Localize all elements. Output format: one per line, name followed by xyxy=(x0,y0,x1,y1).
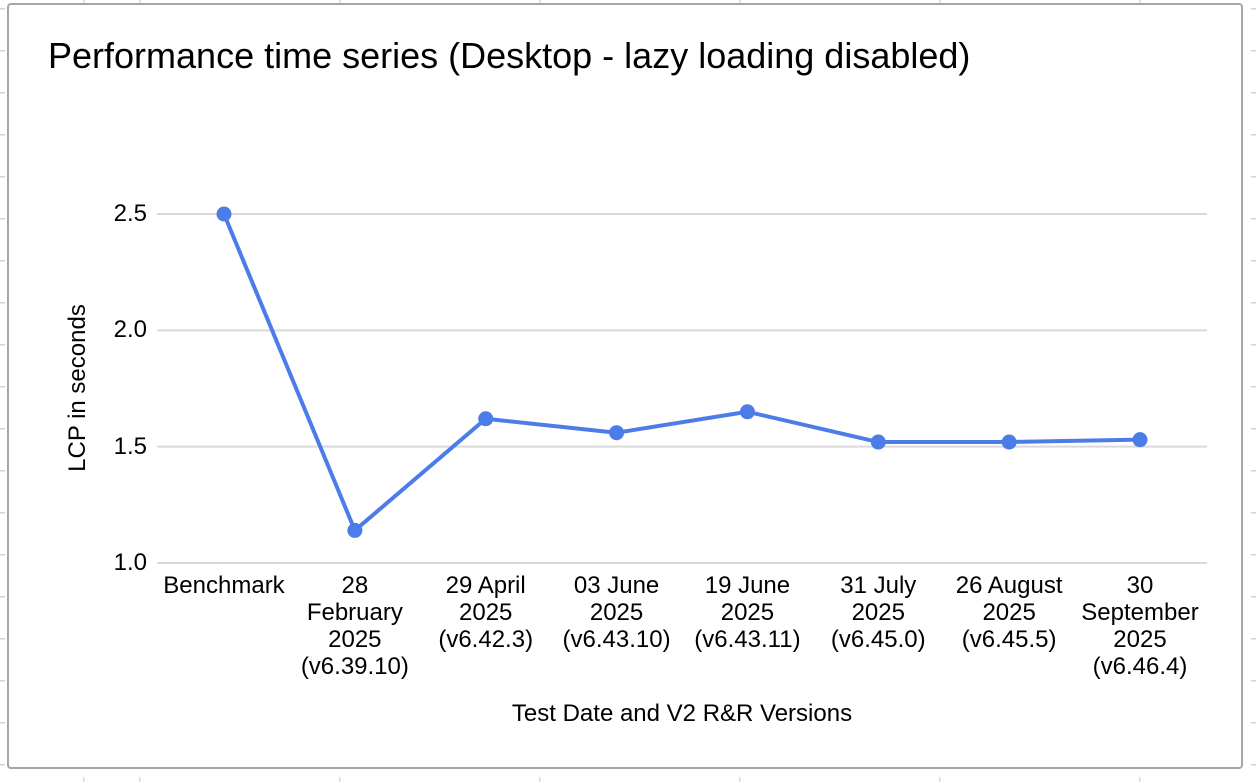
x-axis-title: Test Date and V2 R&R Versions xyxy=(511,700,853,727)
y-axis-tick-label: 1.0 xyxy=(113,549,147,576)
x-axis-tick-label: Benchmark xyxy=(163,572,285,599)
spreadsheet-gridline-stubs-right xyxy=(1251,0,1256,782)
spreadsheet-gridline-stubs-bottom xyxy=(0,777,1256,782)
x-axis-tick-label: 30 September 2025 (v6.46.4) xyxy=(1081,572,1199,680)
x-axis-tick-label: 19 June 2025 (v6.43.11) xyxy=(694,572,801,653)
x-axis-tick-label: 26 August 2025 (v6.45.5) xyxy=(955,572,1063,653)
spreadsheet-gridline-stubs-left xyxy=(0,0,5,782)
y-axis-tick-label: 2.0 xyxy=(113,316,147,344)
x-axis-tick-label: 31 July 2025 (v6.45.0) xyxy=(830,572,926,653)
x-axis-tick-label: 03 June 2025 (v6.43.10) xyxy=(562,572,671,653)
y-axis-tick-label: 1.5 xyxy=(113,432,147,460)
spreadsheet-gridline-stubs-top xyxy=(0,0,1256,5)
y-axis-tick-label: 2.5 xyxy=(113,200,147,227)
x-axis-tick-label: 29 April 2025 (v6.42.3) xyxy=(438,572,534,653)
chart-widget[interactable] xyxy=(7,3,1243,769)
x-axis-tick-label: 28 February 2025 (v6.39.10) xyxy=(300,572,409,680)
chart-title: Performance time series (Desktop - lazy … xyxy=(48,35,971,76)
